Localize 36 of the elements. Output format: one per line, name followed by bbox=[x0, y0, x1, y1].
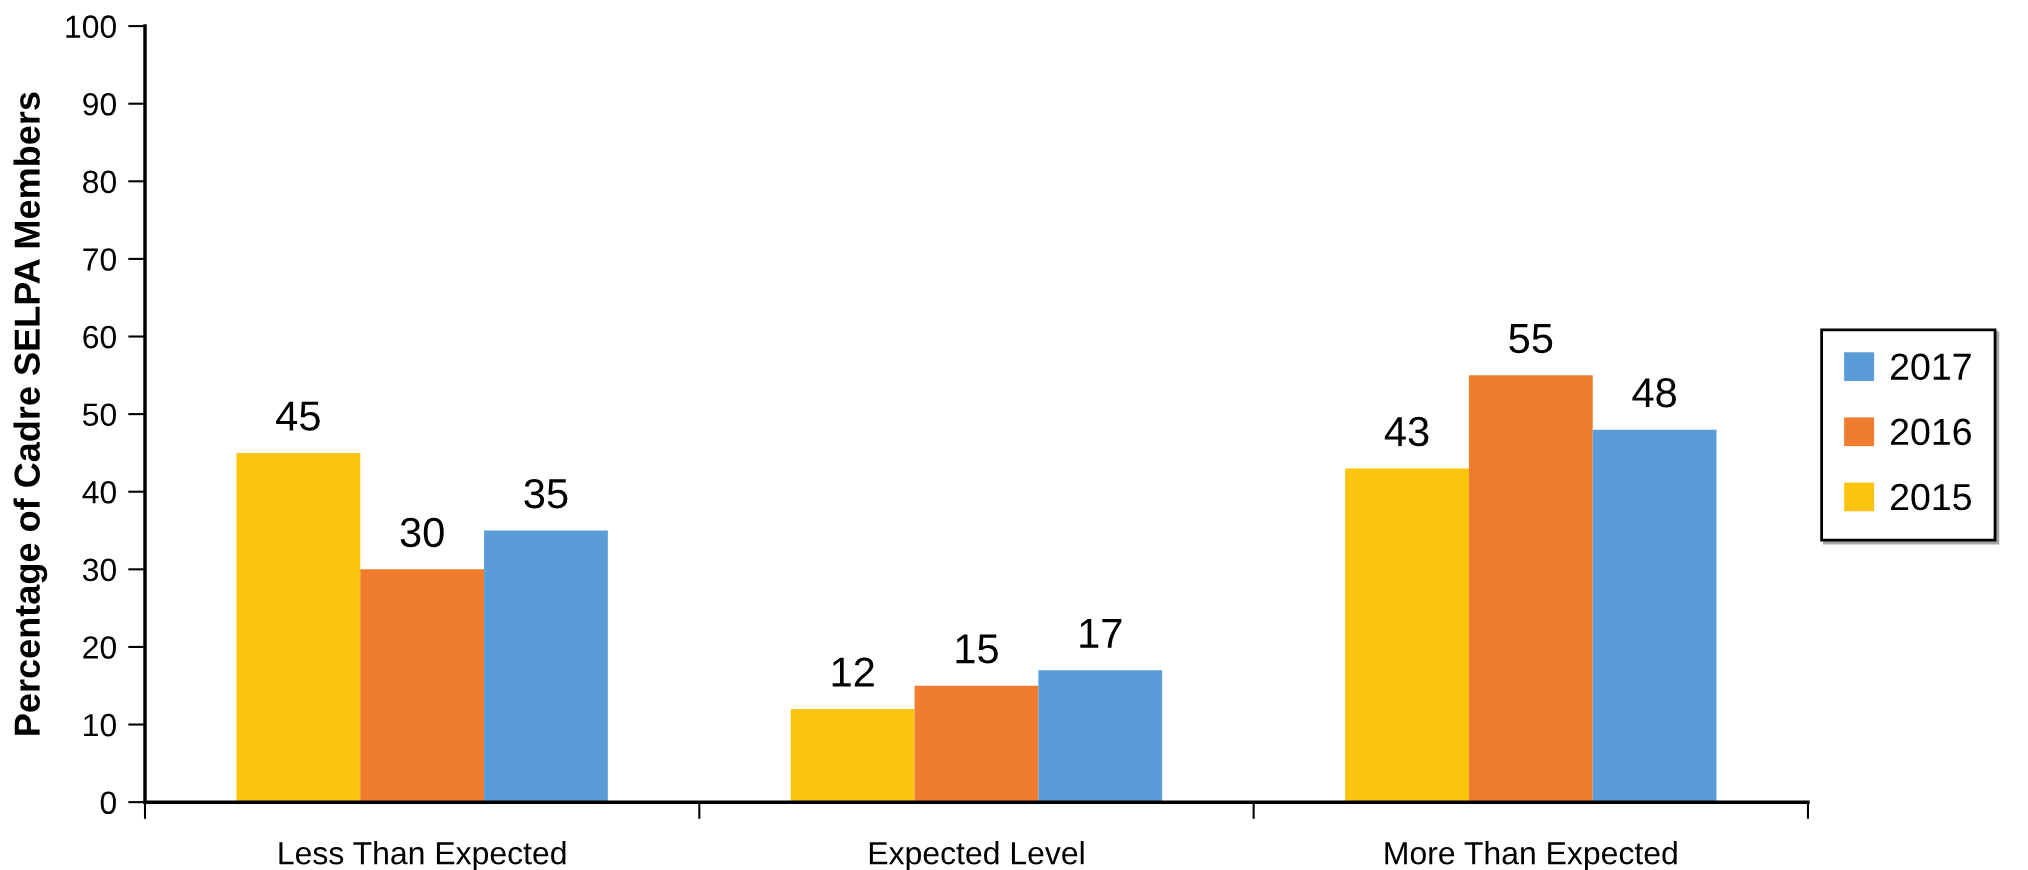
data-label: 35 bbox=[524, 478, 568, 509]
bar bbox=[914, 685, 1039, 803]
data-label: 15 bbox=[956, 634, 998, 664]
data-label: 48 bbox=[1632, 378, 1676, 408]
y-tick-label: 50 bbox=[82, 403, 116, 427]
y-axis-title: Percentage of Cadre SELPA Members bbox=[13, 92, 48, 735]
y-tick-label: 60 bbox=[83, 325, 116, 349]
y-tick-label: 100 bbox=[66, 15, 116, 38]
bar bbox=[484, 530, 608, 803]
data-label: 43 bbox=[1384, 416, 1429, 447]
y-tick-label: 0 bbox=[100, 791, 116, 815]
bar bbox=[790, 709, 915, 803]
bar bbox=[236, 452, 361, 803]
y-tick-label: 10 bbox=[84, 713, 116, 737]
data-label: 12 bbox=[832, 657, 874, 687]
data-label: 17 bbox=[1080, 619, 1122, 648]
bar bbox=[1345, 468, 1469, 803]
x-tick-label: Less Than Expected bbox=[279, 841, 566, 870]
bar bbox=[1468, 375, 1593, 803]
x-tick-label: Expected Level bbox=[869, 841, 1084, 870]
legend-label: 2017 bbox=[1891, 353, 1971, 381]
legend-label: 2016 bbox=[1891, 418, 1971, 446]
y-tick-label: 40 bbox=[82, 480, 116, 504]
x-tick-label: More Than Expected bbox=[1385, 841, 1677, 870]
data-label: 55 bbox=[1509, 324, 1553, 354]
y-tick-label: 30 bbox=[82, 558, 116, 582]
legend-label: 2015 bbox=[1891, 483, 1971, 511]
y-tick-label: 20 bbox=[83, 636, 116, 659]
data-label: 45 bbox=[276, 401, 320, 431]
y-tick-label: 80 bbox=[83, 170, 116, 194]
bar bbox=[1038, 670, 1163, 803]
bar bbox=[1592, 429, 1717, 803]
y-tick-label: 90 bbox=[83, 92, 116, 116]
data-label: 30 bbox=[400, 517, 444, 548]
y-tick-label: 70 bbox=[83, 248, 116, 271]
bar bbox=[360, 569, 485, 803]
